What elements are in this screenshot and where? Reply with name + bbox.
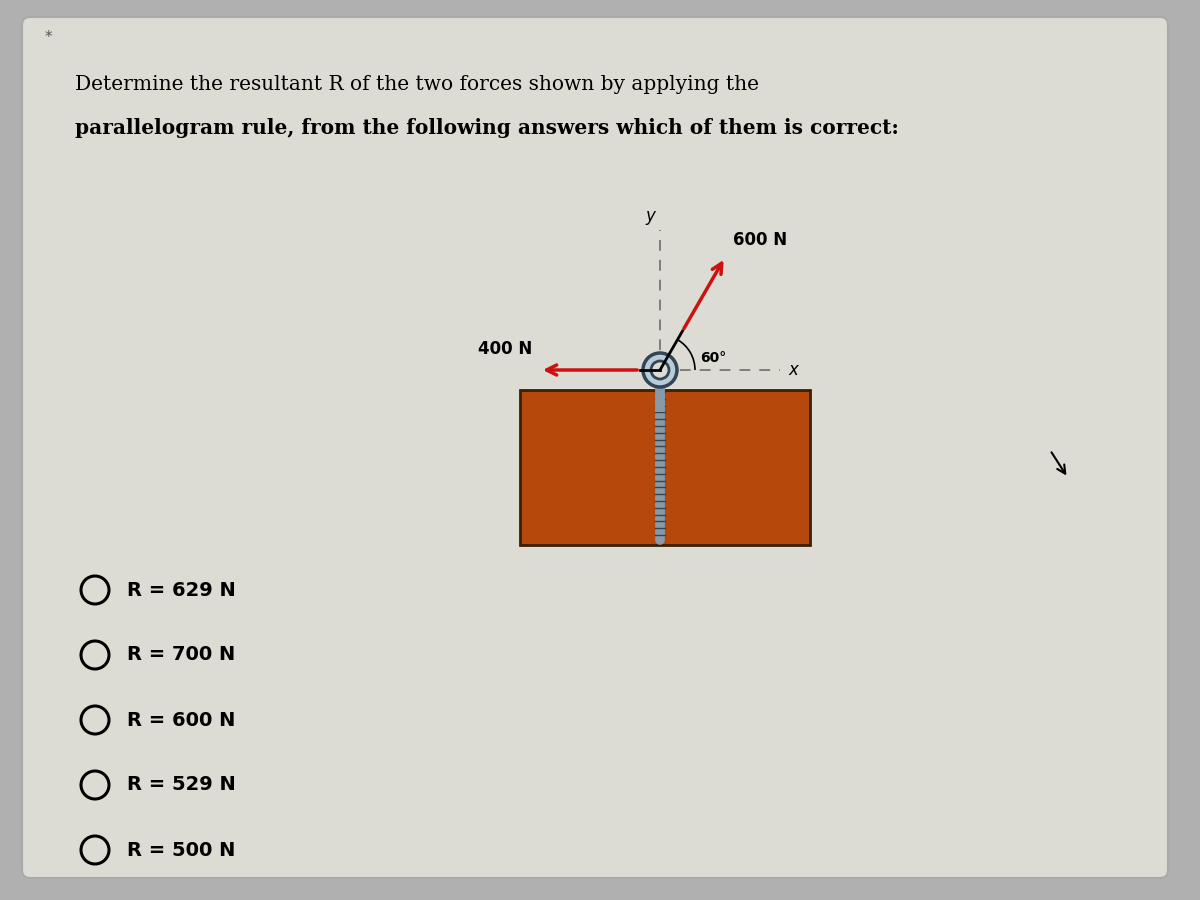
Text: *: * <box>46 30 53 45</box>
Text: R = 500 N: R = 500 N <box>127 841 235 859</box>
Circle shape <box>643 353 677 387</box>
Text: R = 629 N: R = 629 N <box>127 580 235 599</box>
Text: R = 600 N: R = 600 N <box>127 710 235 730</box>
Text: x: x <box>788 361 798 379</box>
Text: parallelogram rule, from the following answers which of them is correct:: parallelogram rule, from the following a… <box>74 118 899 138</box>
FancyBboxPatch shape <box>22 17 1168 878</box>
Text: y: y <box>646 207 655 225</box>
Text: 400 N: 400 N <box>478 340 532 358</box>
Circle shape <box>650 361 670 379</box>
Bar <box>520 390 810 545</box>
Text: R = 529 N: R = 529 N <box>127 776 235 795</box>
Text: 60°: 60° <box>700 351 726 365</box>
Text: R = 700 N: R = 700 N <box>127 645 235 664</box>
Text: Determine the resultant R of the two forces shown by applying the: Determine the resultant R of the two for… <box>74 75 760 94</box>
Text: 600 N: 600 N <box>733 231 787 249</box>
